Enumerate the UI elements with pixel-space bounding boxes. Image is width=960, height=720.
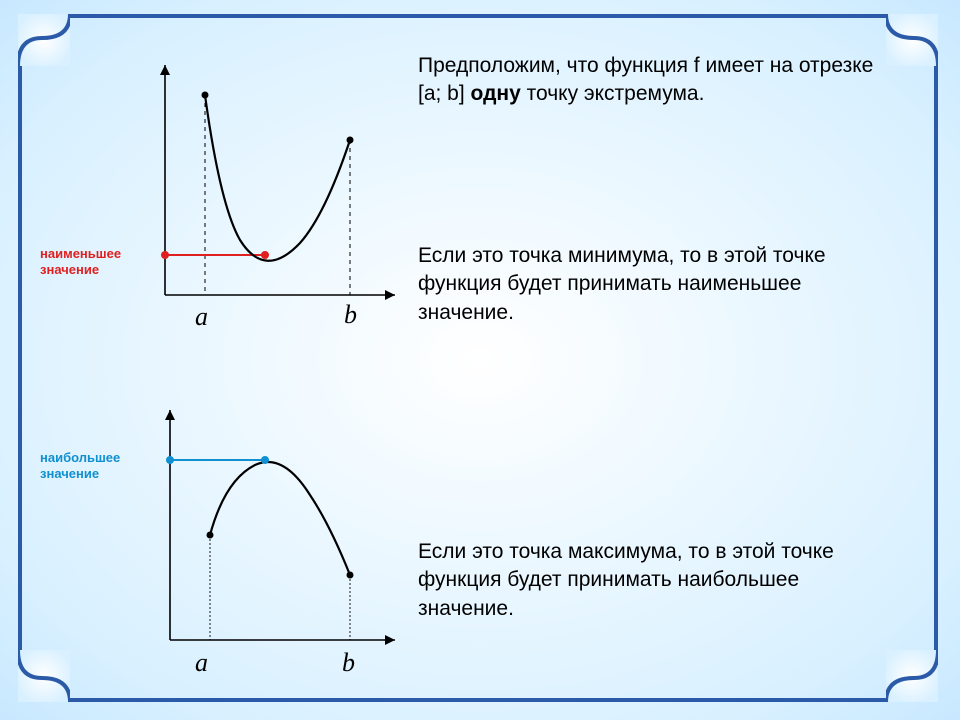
paragraph-minimum: Если это точка минимума, то в этой точке… [418, 242, 888, 327]
endpoint-a-dot [207, 532, 214, 539]
graph-minimum [125, 55, 405, 330]
max-label-l2: значение [40, 466, 99, 481]
graph2-label-b: b [342, 648, 355, 678]
curve [210, 462, 350, 575]
min-value-label: наименьшее значение [40, 246, 121, 279]
paragraph-maximum: Если это точка максимума, то в этой точк… [418, 538, 888, 623]
graph1-label-a: a [195, 302, 208, 332]
content-area: Предположим, что функция f имеет на отре… [0, 0, 960, 720]
endpoint-b-dot [347, 137, 354, 144]
min-label-l2: значение [40, 262, 99, 277]
max-point-dot [261, 456, 269, 464]
y-axis-arrow [160, 65, 170, 75]
min-axis-dot [161, 251, 169, 259]
graph1-label-b: b [344, 300, 357, 330]
endpoint-b-dot [347, 572, 354, 579]
endpoint-a-dot [202, 92, 209, 99]
para1-text-bold: одну [471, 82, 521, 105]
max-axis-dot [166, 456, 174, 464]
min-point-dot [261, 251, 269, 259]
x-axis-arrow [385, 290, 395, 300]
para1-text-c: точку экстремума. [521, 82, 705, 105]
graph2-label-a: a [195, 648, 208, 678]
paragraph-assumption: Предположим, что функция f имеет на отре… [418, 52, 888, 109]
min-label-l1: наименьшее [40, 246, 121, 261]
y-axis-arrow [165, 410, 175, 420]
curve [205, 95, 350, 261]
graph-maximum [125, 400, 405, 675]
max-label-l1: наибольшее [40, 450, 120, 465]
max-value-label: наибольшее значение [40, 450, 120, 483]
x-axis-arrow [385, 635, 395, 645]
